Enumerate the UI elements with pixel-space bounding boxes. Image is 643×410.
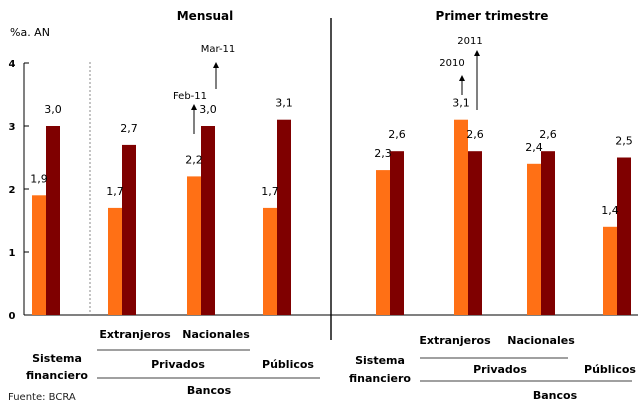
category-label-extranjeros-2: Extranjeros [419,334,491,347]
data-label: 2,2 [185,153,203,166]
data-label: 2,6 [388,128,406,141]
data-label: 1,4 [601,204,619,217]
data-label: 2,6 [539,128,557,141]
bar-trimestre-b [468,151,482,315]
data-label: 1,9 [30,172,48,185]
data-label: 3,1 [275,97,293,110]
data-label: 2,6 [466,128,484,141]
annotation-2011: 2011 [457,36,482,47]
bar-trimestre-b [541,151,555,315]
value-labels: 1,93,01,72,72,23,01,73,12,32,63,12,62,42… [30,97,633,217]
category-label-financiero-2: financiero [349,372,411,385]
category-label-extranjeros-1: Extranjeros [99,328,171,341]
bar-mensual-a [187,176,201,315]
category-label-nacionales-2: Nacionales [507,334,575,347]
bars [32,119,631,315]
bar-mensual-b [122,144,136,315]
bar-mensual-b [277,119,291,315]
y-tick-label: 3 [9,122,16,133]
category-label-privados-2: Privados [473,363,527,376]
bar-trimestre-a [603,226,617,315]
data-label: 3,0 [44,103,62,116]
annotation-arrow-head [459,75,465,81]
chart-title-mensual: Mensual [177,9,234,23]
bar-trimestre-a [376,170,390,315]
category-label-nacionales-1: Nacionales [182,328,250,341]
series-annotations: Feb-11 Mar-11 2010 2011 [173,36,483,134]
category-label-publicos-1: Públicos [262,358,314,371]
data-label: 3,0 [199,103,217,116]
source-note: Fuente: BCRA [8,392,76,403]
bar-trimestre-b [390,151,404,315]
data-label: 2,7 [120,122,138,135]
y-tick-label: 0 [9,311,16,322]
category-label-privados-1: Privados [151,358,205,371]
data-label: 2,3 [374,147,392,160]
y-tick-label: 2 [9,185,16,196]
data-label: 2,4 [525,141,543,154]
category-label-sistema-2: Sistema [355,354,405,367]
annotation-arrow-head [213,62,219,68]
annotation-feb-11: Feb-11 [173,91,207,102]
bar-mensual-a [263,207,277,315]
y-tick-label: 1 [9,248,16,259]
y-axis-unit: %a. AN [10,26,50,39]
bar-trimestre-a [527,163,541,315]
bar-mensual-a [32,195,46,315]
annotation-arrow-head [191,104,197,110]
annotation-arrow-head [474,50,480,56]
bar-trimestre-b [617,157,631,315]
annotation-2010: 2010 [439,58,464,69]
y-tick-label: 4 [9,59,16,70]
data-label: 1,7 [106,185,124,198]
annotation-mar-11: Mar-11 [201,44,236,55]
data-label: 3,1 [452,97,470,110]
category-label-bancos-1: Bancos [187,384,232,397]
category-label-financiero-1: financiero [26,369,88,382]
bar-mensual-a [108,207,122,315]
chart-title-primer-trimestre: Primer trimestre [436,9,549,23]
category-label-bancos-2: Bancos [533,389,578,402]
category-label-sistema-1: Sistema [32,352,82,365]
bar-mensual-b [46,126,60,315]
data-label: 1,7 [261,185,279,198]
data-label: 2,5 [615,135,633,148]
bar-trimestre-a [454,119,468,315]
category-label-publicos-2: Públicos [584,363,636,376]
panel-dividers [89,18,332,340]
bar-mensual-b [201,126,215,315]
